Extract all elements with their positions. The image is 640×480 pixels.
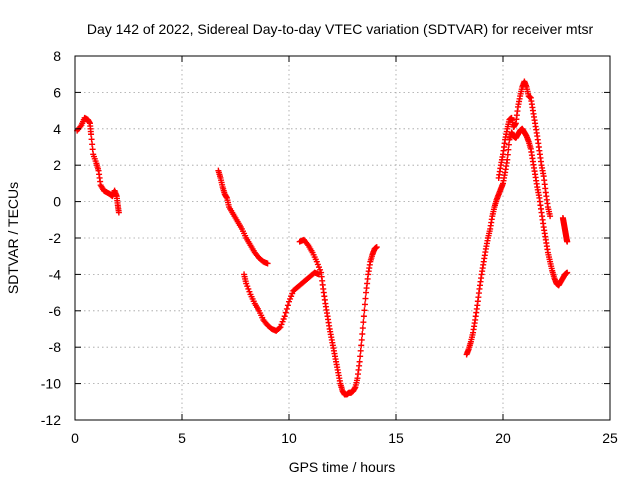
data-point-interp	[244, 283, 251, 290]
x-tick-label: 10	[281, 430, 297, 446]
data-point	[358, 336, 365, 343]
data-point-interp	[284, 302, 291, 309]
data-point	[313, 258, 320, 265]
data-point-interp	[359, 331, 366, 338]
data-point-interp	[88, 136, 95, 143]
y-tick-label: -8	[49, 339, 62, 355]
chart-title: Day 142 of 2022, Sidereal Day-to-day VTE…	[87, 21, 594, 37]
data-point	[277, 324, 284, 331]
x-tick-label: 15	[388, 430, 404, 446]
y-tick-label: -4	[49, 266, 62, 282]
data-point	[564, 238, 571, 245]
data-point-interp	[358, 342, 365, 349]
x-tick-label: 25	[602, 430, 618, 446]
data-point-interp	[505, 146, 512, 153]
data-point-interp	[315, 264, 322, 271]
data-point	[356, 358, 363, 365]
data-point	[360, 313, 367, 320]
data-point-interp	[89, 146, 96, 153]
data-point-interp	[357, 347, 364, 354]
data-point-interp	[245, 285, 252, 292]
data-point	[504, 156, 511, 163]
data-point-interp	[289, 290, 296, 297]
y-axis-label: SDTVAR / TECUs	[5, 182, 21, 294]
data-point-interp	[283, 305, 290, 312]
data-point	[281, 313, 288, 320]
data-point	[547, 213, 554, 220]
data-point-interp	[362, 295, 369, 302]
data-point-interp	[280, 315, 287, 322]
data-point-interp	[287, 295, 294, 302]
y-tick-label: -6	[49, 303, 62, 319]
data-point	[286, 298, 292, 305]
data-point-interp	[317, 266, 324, 273]
series-arc-3	[241, 269, 322, 334]
data-point-interp	[314, 261, 321, 268]
grid-layer	[75, 56, 610, 420]
data-point	[373, 244, 380, 251]
data-point-interp	[288, 293, 295, 300]
tick-layer: 0 5 10 15 20 25 -12 -10 -8 -6 -4 -2 0 2 4 6 8	[41, 48, 618, 446]
data-layer	[74, 78, 571, 398]
data-point	[243, 280, 250, 287]
y-tick-label: 0	[53, 194, 61, 210]
series-arc-7	[559, 214, 571, 245]
data-point-interp	[359, 325, 366, 332]
data-point	[564, 269, 571, 276]
series-arc-5	[463, 125, 571, 358]
series-arc-1	[74, 114, 122, 216]
data-point-interp	[278, 321, 285, 328]
y-tick-label: -12	[41, 412, 61, 428]
x-tick-label: 20	[495, 430, 511, 446]
data-point	[264, 260, 271, 267]
y-tick-label: -2	[49, 230, 62, 246]
x-tick-label: 0	[71, 430, 79, 446]
data-point-interp	[246, 288, 253, 295]
y-tick-label: 4	[53, 121, 61, 137]
x-tick-label: 5	[178, 430, 186, 446]
data-point-interp	[361, 301, 368, 308]
data-point-interp	[282, 309, 289, 316]
data-point-interp	[276, 325, 283, 332]
data-point-interp	[360, 319, 367, 326]
data-point-interp	[357, 353, 364, 360]
series-arc-6	[495, 78, 554, 220]
y-tick-label: 8	[53, 48, 61, 64]
data-point-interp	[361, 307, 368, 314]
x-axis-label: GPS time / hours	[289, 459, 396, 475]
data-point-interp	[505, 141, 512, 148]
data-point-interp	[279, 318, 286, 325]
series-arc-4	[296, 236, 380, 398]
data-point	[88, 131, 95, 138]
data-point-interp	[89, 141, 96, 148]
y-tick-label: 6	[53, 84, 61, 100]
y-tick-label: 2	[53, 157, 61, 173]
y-tick-label: -10	[41, 376, 61, 392]
data-point	[115, 209, 122, 216]
series-arc-2	[215, 167, 271, 267]
